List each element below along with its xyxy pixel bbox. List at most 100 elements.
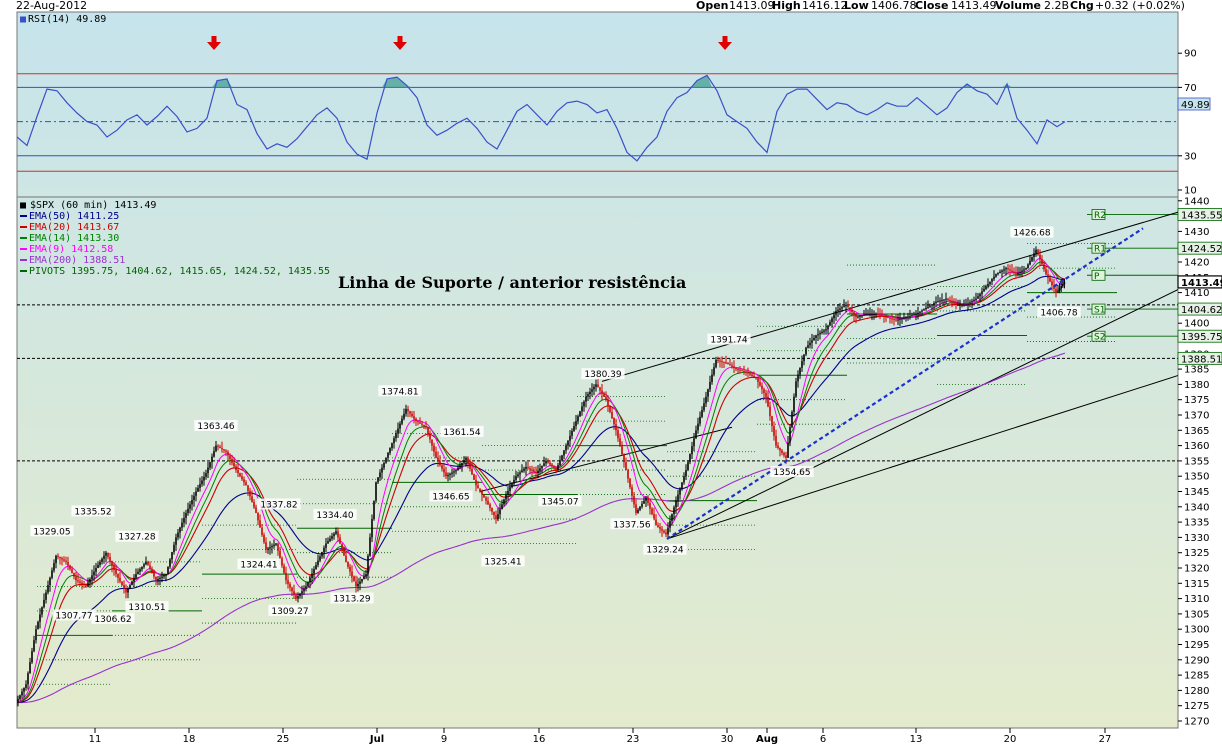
price-tick-label: 1315 (1184, 579, 1209, 590)
low-label: Low (844, 0, 869, 12)
price-candle (783, 451, 785, 458)
price-candle (49, 576, 51, 592)
candle-body (489, 504, 491, 509)
chg-label: Chg (1070, 0, 1094, 12)
candle-body (891, 318, 893, 320)
candle-body (281, 558, 283, 566)
price-candle (875, 312, 877, 319)
candle-body (609, 405, 611, 412)
price-candle (1009, 264, 1011, 277)
candle-body (611, 411, 613, 419)
price-tick-label: 1410 (1184, 288, 1209, 299)
candle-body (989, 281, 991, 285)
price-candle (741, 368, 743, 372)
channel-upper (601, 211, 1178, 382)
price-candle (367, 553, 369, 581)
candle-body (473, 474, 475, 480)
annotation-bg (194, 420, 238, 432)
price-candle (161, 571, 163, 583)
candle-body (1025, 268, 1027, 270)
candle-body (565, 445, 567, 451)
price-candle (745, 369, 747, 376)
price-candle (705, 391, 707, 407)
date-tick-label: 13 (910, 734, 923, 745)
candle-body (349, 566, 351, 572)
candle-body (895, 319, 897, 321)
price-candle (359, 577, 361, 591)
price-candle (721, 356, 723, 369)
candle-body (807, 345, 809, 348)
candle-body (1019, 271, 1021, 274)
price-candle (865, 308, 867, 316)
price-candle (725, 355, 727, 365)
candle-body (365, 574, 367, 577)
candle-body (589, 391, 591, 395)
price-candle (371, 514, 373, 543)
candle-body (985, 286, 987, 289)
price-candle (615, 418, 617, 436)
candle-body (213, 451, 215, 457)
price-tag: 1413.49 (1177, 275, 1222, 289)
candle-body (543, 463, 545, 466)
price-candle (939, 297, 941, 308)
price-candle (553, 465, 555, 470)
date-tick-label: Jul (369, 734, 384, 745)
candle-body (981, 291, 983, 294)
candle-body (309, 577, 311, 583)
candle-body (443, 468, 445, 473)
candle-body (547, 460, 549, 463)
price-candle (89, 577, 91, 588)
price-candle (899, 312, 901, 326)
candle-body (809, 342, 811, 346)
candle-body (451, 472, 453, 474)
candle-body (79, 581, 81, 583)
price-candle (1055, 285, 1057, 298)
close-value: 1413.49 (951, 0, 997, 12)
price-candle (443, 462, 445, 478)
candle-body (865, 314, 867, 316)
candle-body (331, 536, 333, 539)
rsi-title: ■ RSI(14) 49.89 (20, 14, 106, 25)
price-candle (465, 456, 467, 467)
price-candle (85, 583, 87, 588)
price-candle (53, 559, 55, 573)
legend-entry: PIVOTS 1395.75, 1404.62, 1415.65, 1424.5… (29, 266, 330, 277)
candle-body (881, 315, 883, 317)
candle-body (737, 369, 739, 371)
price-candle (303, 585, 305, 595)
sell-arrow-icon (207, 36, 221, 50)
candle-body (289, 583, 291, 588)
price-candle (157, 575, 159, 586)
price-candle (171, 551, 173, 564)
candle-body (173, 544, 175, 553)
candle-body (691, 446, 693, 455)
price-candle (281, 556, 283, 568)
main-legend-swatch: ■ (20, 200, 26, 211)
price-candle (731, 362, 733, 369)
candle-body (697, 423, 699, 431)
price-candle (873, 310, 875, 320)
candle-body (535, 471, 537, 474)
candle-body (87, 582, 89, 587)
candle-body (387, 452, 389, 458)
price-candle (769, 401, 771, 421)
price-candle (979, 292, 981, 302)
swing-label: 1329.24 (646, 546, 683, 556)
candle-body (293, 591, 295, 595)
price-candle (825, 323, 827, 335)
price-candle (563, 449, 565, 460)
price-candle (659, 523, 661, 534)
candle-body (381, 467, 383, 473)
price-candle (97, 561, 99, 569)
candle-body (685, 470, 687, 477)
price-candle (25, 680, 27, 691)
price-candle (629, 477, 631, 490)
price-candle (905, 316, 907, 322)
price-candle (79, 578, 81, 587)
candle-body (673, 507, 675, 515)
price-candle (207, 461, 209, 478)
price-candle (965, 298, 967, 307)
price-candle (975, 292, 977, 302)
candle-body (995, 274, 997, 277)
